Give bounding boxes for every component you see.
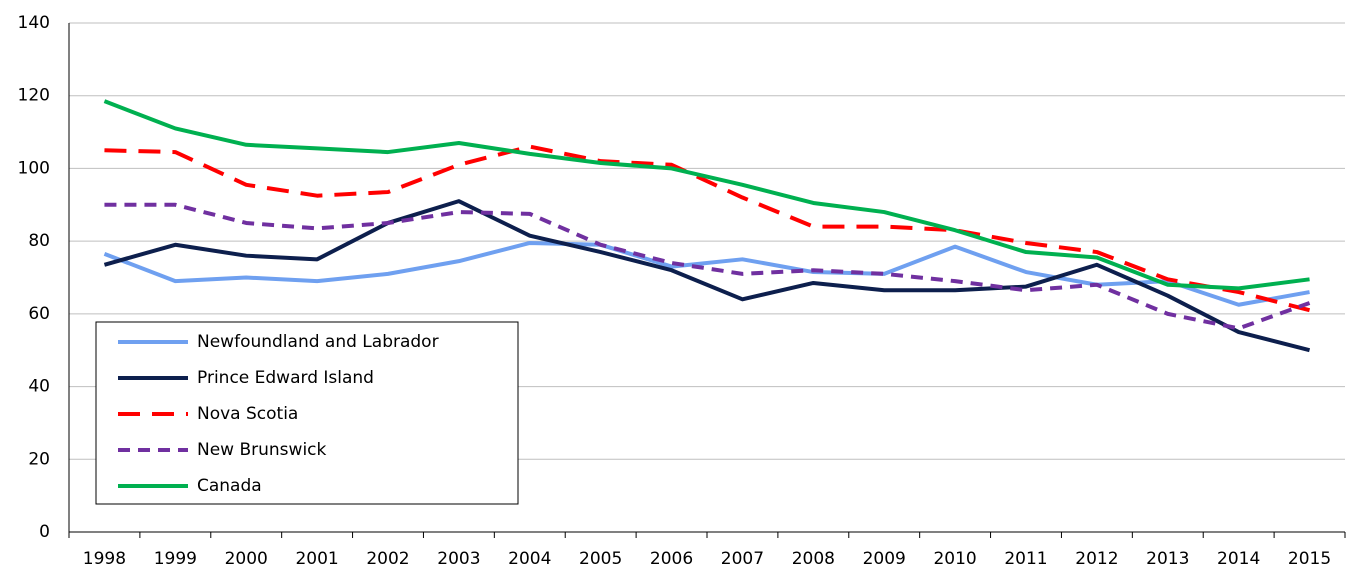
y-tick-label: 60 bbox=[28, 304, 50, 324]
line-series bbox=[103, 199, 1311, 353]
x-tick-label: 2007 bbox=[721, 549, 764, 569]
x-tick-label: 2001 bbox=[295, 549, 338, 569]
y-tick-label: 140 bbox=[18, 13, 50, 33]
x-tick-label: 2012 bbox=[1075, 549, 1118, 569]
legend-label: Newfoundland and Labrador bbox=[197, 332, 439, 352]
x-tick-label: 1998 bbox=[83, 549, 126, 569]
y-tick-label: 0 bbox=[39, 522, 50, 542]
x-tick-label: 2013 bbox=[1146, 549, 1189, 569]
x-tick-label: 2009 bbox=[863, 549, 906, 569]
line-series bbox=[104, 202, 1311, 331]
line-series bbox=[103, 240, 1310, 307]
y-tick-label: 100 bbox=[18, 158, 50, 178]
x-tick-label: 2000 bbox=[225, 549, 268, 569]
legend-label: Nova Scotia bbox=[197, 404, 298, 424]
x-tick-label: 2014 bbox=[1217, 549, 1260, 569]
line-series bbox=[103, 99, 1310, 291]
x-tick-label: 2010 bbox=[933, 549, 976, 569]
x-tick-label: 2006 bbox=[650, 549, 693, 569]
x-tick-label: 1999 bbox=[154, 549, 197, 569]
legend-label: Canada bbox=[197, 476, 262, 496]
x-tick-label: 2005 bbox=[579, 549, 622, 569]
x-tick-label: 2004 bbox=[508, 549, 551, 569]
x-tick-label: 2002 bbox=[366, 549, 409, 569]
legend-label: New Brunswick bbox=[197, 440, 327, 460]
y-tick-label: 20 bbox=[28, 449, 50, 469]
y-tick-label: 80 bbox=[28, 231, 50, 251]
x-tick-label: 2015 bbox=[1288, 549, 1331, 569]
y-tick-label: 40 bbox=[28, 377, 50, 397]
x-tick-label: 2003 bbox=[437, 549, 480, 569]
legend-label: Prince Edward Island bbox=[197, 368, 374, 388]
y-tick-label: 120 bbox=[18, 86, 50, 106]
x-tick-label: 2008 bbox=[792, 549, 835, 569]
line-series bbox=[104, 144, 1311, 313]
x-tick-label: 2011 bbox=[1004, 549, 1047, 569]
